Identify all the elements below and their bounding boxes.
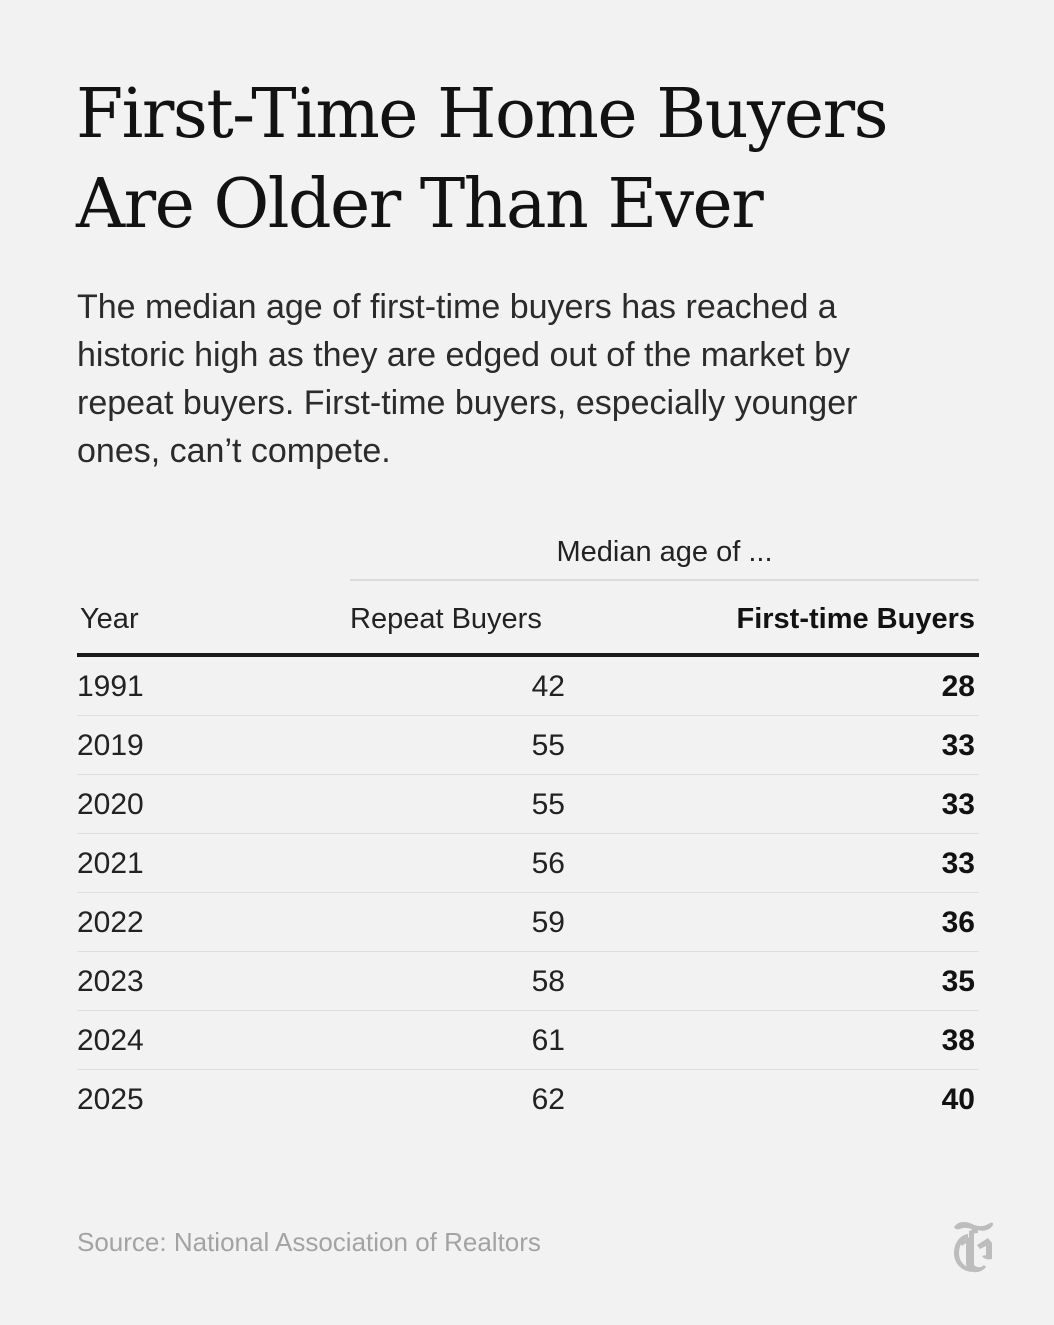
title-line-2: Are Older Than Ever [76,165,764,244]
table-row: 2024 61 38 [77,1011,979,1070]
table-row: 1991 42 28 [77,657,979,716]
cell-repeat-buyers: 59 [531,906,565,939]
table-row: 2023 58 35 [77,952,979,1011]
subtitle-line-4: ones, can’t compete. [77,432,391,470]
subtitle-line-1: The median age of first-time buyers has … [77,288,837,326]
source-note: Source: National Association of Realtors [77,1227,541,1257]
cell-repeat-buyers: 61 [531,1024,565,1057]
header-first-time-buyers: First-time Buyers [736,603,975,635]
subtitle-line-3: repeat buyers. First-time buyers, especi… [77,384,858,422]
table-row: 2019 55 33 [77,716,979,775]
cell-first-time-buyers: 28 [941,670,975,703]
cell-first-time-buyers: 38 [941,1024,975,1057]
cell-first-time-buyers: 33 [941,788,975,821]
table-header-row: Year Repeat Buyers First-time Buyers [77,599,979,657]
table-body: 1991 42 28 2019 55 33 2020 55 33 2021 56… [77,657,979,1128]
cell-first-time-buyers: 33 [941,729,975,762]
header-repeat-buyers: Repeat Buyers [350,603,542,635]
header-year: Year [80,603,139,635]
cell-first-time-buyers: 33 [941,847,975,880]
cell-first-time-buyers: 35 [941,965,975,998]
cell-repeat-buyers: 55 [531,729,565,762]
nyt-t-logo-icon [954,1222,994,1273]
chart-subtitle: The median age of first-time buyers has … [77,283,977,475]
title-line-1: First-Time Home Buyers [76,75,889,154]
cell-year: 2022 [77,906,144,939]
cell-year: 2023 [77,965,144,998]
cell-first-time-buyers: 40 [941,1083,975,1116]
cell-repeat-buyers: 62 [531,1083,565,1116]
cell-repeat-buyers: 56 [531,847,565,880]
table-row: 2021 56 33 [77,834,979,893]
table-row: 2020 55 33 [77,775,979,834]
cell-year: 2024 [77,1024,144,1057]
subtitle-line-2: historic high as they are edged out of t… [77,336,851,374]
chart-title: First-Time Home Buyers Are Older Than Ev… [76,70,1006,250]
cell-year: 2021 [77,847,144,880]
table-row: 2022 59 36 [77,893,979,952]
cell-first-time-buyers: 36 [941,906,975,939]
cell-year: 2025 [77,1083,144,1116]
cell-year: 2020 [77,788,144,821]
cell-year: 2019 [77,729,144,762]
cell-repeat-buyers: 55 [531,788,565,821]
cell-year: 1991 [77,670,144,703]
cell-repeat-buyers: 42 [531,670,565,703]
column-group-label: Median age of ... [556,536,773,568]
column-group-rule [350,579,979,581]
table-row: 2025 62 40 [77,1070,979,1128]
cell-repeat-buyers: 58 [531,965,565,998]
